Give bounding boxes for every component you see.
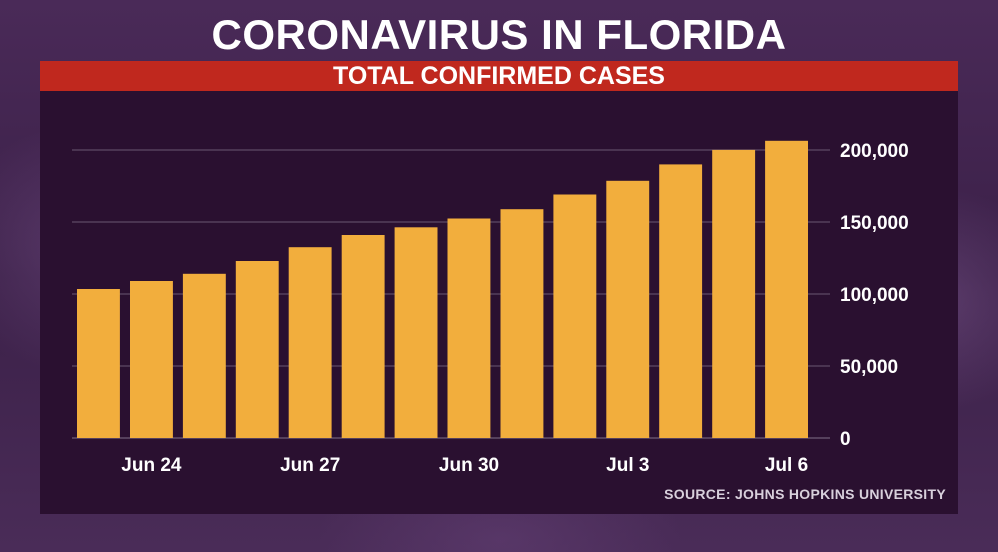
y-axis-labels: 0 50,000 100,000 150,000 200,000 [840,141,909,450]
x-tick-label: Jun 27 [280,455,340,476]
bar [235,261,279,438]
y-tick-label: 0 [840,429,851,450]
x-tick-label: Jul 6 [765,455,808,476]
bar [606,180,650,439]
y-tick-label: 150,000 [840,213,909,234]
bar [553,194,597,438]
bar [182,273,226,438]
bar [288,247,332,438]
x-tick-label: Jun 30 [439,455,499,476]
source-note: SOURCE: JOHNS HOPKINS UNIVERSITY [664,486,946,502]
y-tick-label: 50,000 [840,357,898,378]
bar [130,281,173,438]
x-axis-labels: Jun 24 Jun 27 Jun 30 Jul 3 Jul 6 [121,455,808,476]
y-tick-label: 200,000 [840,141,909,162]
bar [394,227,438,438]
chart-panel: 0 50,000 100,000 150,000 200,000 Jun 24 Jun 2… [40,91,958,514]
bar [447,218,491,438]
bars [77,140,808,439]
subtitle-banner: TOTAL CONFIRMED CASES [40,61,958,91]
page-title: CORONAVIRUS IN FLORIDA [211,11,787,58]
x-tick-label: Jul 3 [606,455,649,476]
bar [765,140,808,439]
x-tick-label: Jun 24 [121,455,182,476]
bar [341,235,385,438]
bar [77,289,120,438]
y-tick-label: 100,000 [840,285,909,306]
bar [712,149,756,438]
bar [500,209,544,438]
bar [659,164,703,438]
